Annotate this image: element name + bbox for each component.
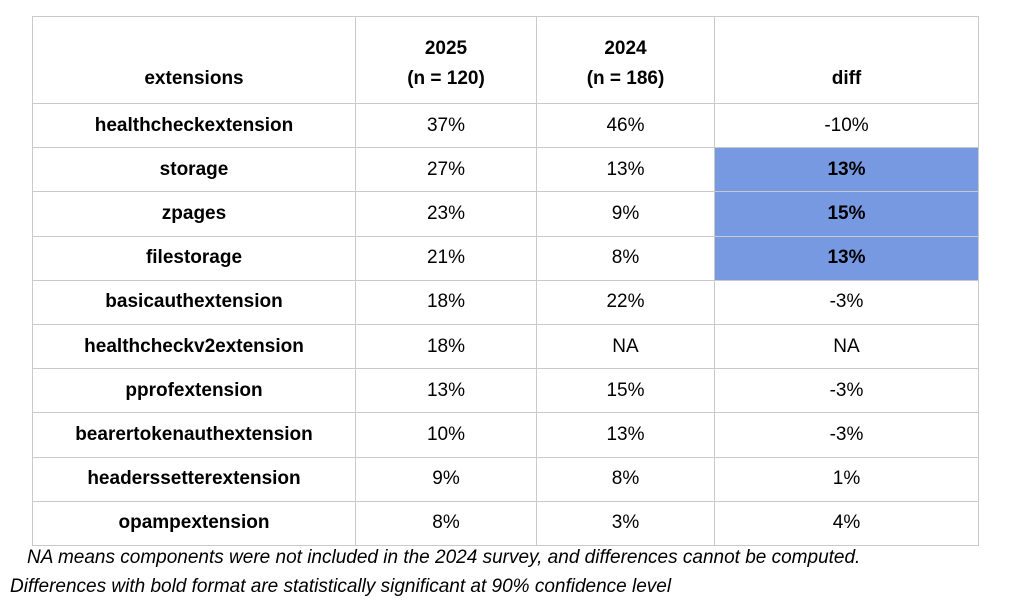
extension-name-cell: opampextension [32,500,356,546]
footnotes: NA means components were not included in… [0,543,1012,601]
pct-2024-cell: 3% [536,500,715,546]
pct-2024-cell: 22% [536,279,715,325]
pct-2024-cell: 8% [536,235,715,281]
header-label: diff [831,68,862,89]
extension-name-cell: filestorage [32,235,356,281]
extension-name-cell: zpages [32,191,356,237]
diff-cell: 13% [714,147,979,193]
footnote-na: NA means components were not included in… [27,547,861,568]
extensions-survey-table: extensions 2025 (n = 120) 2024 (n = 186)… [32,16,979,546]
table-row: healthcheckextension 37% 46% -10% [32,102,979,149]
pct-2025-cell: 21% [355,235,537,281]
pct-2024-cell: 9% [536,191,715,237]
column-header-diff: diff [714,16,979,104]
table-body: healthcheckextension 37% 46% -10% storag… [32,102,979,546]
pct-2025-cell: 18% [355,323,537,370]
pct-2024-cell: 46% [536,102,715,149]
diff-cell: -3% [714,368,979,414]
extension-name-cell: healthcheckv2extension [32,323,356,370]
table-row: zpages 23% 9% 15% [32,191,979,237]
diff-cell: 4% [714,500,979,546]
pct-2025-cell: 8% [355,500,537,546]
extension-name-cell: headerssetterextension [32,456,356,502]
pct-2024-cell: 13% [536,147,715,193]
diff-cell: 1% [714,456,979,502]
header-sublabel: (n = 120) [407,68,485,89]
header-label: 2024 [604,38,647,59]
table-header: extensions 2025 (n = 120) 2024 (n = 186)… [32,16,979,104]
extension-name-cell: basicauthextension [32,279,356,325]
pct-2025-cell: 37% [355,102,537,149]
header-row: extensions 2025 (n = 120) 2024 (n = 186)… [32,16,979,104]
extension-name-cell: storage [32,147,356,193]
header-label: 2025 [424,38,468,59]
column-header-2025: 2025 (n = 120) [355,16,537,104]
pct-2024-cell: 15% [536,368,715,414]
pct-2024-cell: 8% [536,456,715,502]
diff-cell: 13% [714,235,979,281]
footnote-significance: Differences with bold format are statist… [10,576,672,597]
pct-2025-cell: 13% [355,368,537,414]
pct-2025-cell: 10% [355,412,537,458]
diff-cell: NA [714,323,979,370]
diff-cell: 15% [714,191,979,237]
pct-2024-cell: 13% [536,412,715,458]
diff-cell: -3% [714,279,979,325]
diff-cell: -10% [714,102,979,149]
extension-name-cell: healthcheckextension [32,102,356,149]
pct-2024-cell: NA [536,323,715,370]
table-row: filestorage 21% 8% 13% [32,235,979,281]
header-label: extensions [144,68,244,89]
pct-2025-cell: 27% [355,147,537,193]
pct-2025-cell: 23% [355,191,537,237]
pct-2025-cell: 18% [355,279,537,325]
table-row: bearertokenauthextension 10% 13% -3% [32,412,979,458]
table-row: headerssetterextension 9% 8% 1% [32,456,979,502]
column-header-2024: 2024 (n = 186) [536,16,715,104]
extension-name-cell: bearertokenauthextension [32,412,356,458]
table-row: opampextension 8% 3% 4% [32,500,979,546]
pct-2025-cell: 9% [355,456,537,502]
table-row: basicauthextension 18% 22% -3% [32,279,979,325]
diff-cell: -3% [714,412,979,458]
header-sublabel: (n = 186) [586,68,665,89]
table-row: storage 27% 13% 13% [32,147,979,193]
column-header-extensions: extensions [32,16,356,104]
table-row: healthcheckv2extension 18% NA NA [32,323,979,370]
extension-name-cell: pprofextension [32,368,356,414]
table-row: pprofextension 13% 15% -3% [32,368,979,414]
